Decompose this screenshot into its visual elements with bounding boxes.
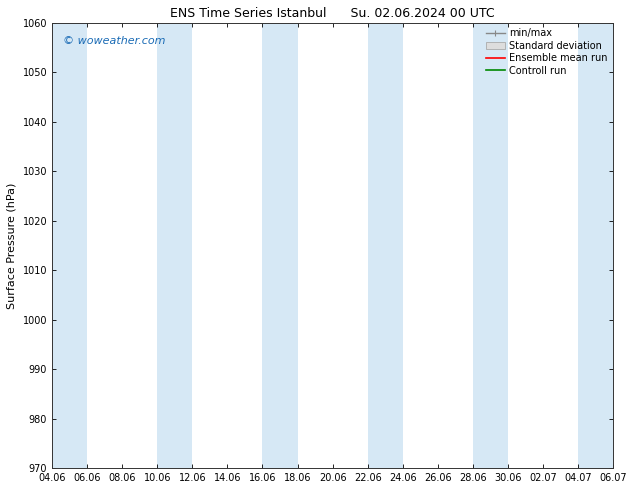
Bar [368, 23, 403, 468]
Bar [262, 23, 297, 468]
Bar [473, 23, 508, 468]
Title: ENS Time Series Istanbul      Su. 02.06.2024 00 UTC: ENS Time Series Istanbul Su. 02.06.2024 … [171, 7, 495, 20]
Text: © woweather.com: © woweather.com [63, 36, 165, 46]
Legend: min/max, Standard deviation, Ensemble mean run, Controll run: min/max, Standard deviation, Ensemble me… [482, 24, 611, 79]
Bar [52, 23, 87, 468]
Y-axis label: Surface Pressure (hPa): Surface Pressure (hPa) [7, 182, 17, 309]
Bar [578, 23, 613, 468]
Bar [157, 23, 192, 468]
